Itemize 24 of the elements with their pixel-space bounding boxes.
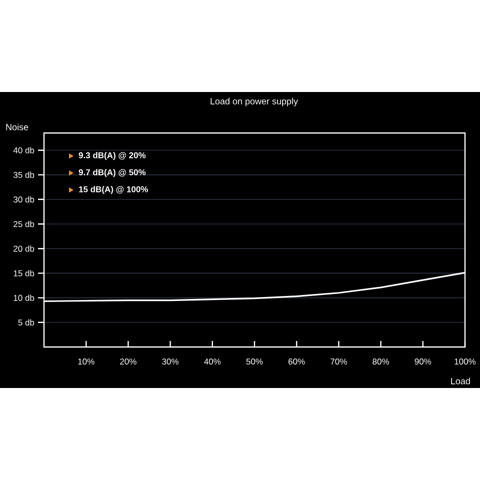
x-tick-label: 60% — [288, 358, 305, 365]
x-tick-label: 10% — [78, 358, 94, 365]
x-tick-label: 80% — [372, 358, 390, 365]
y-tick-label: 25 db — [14, 220, 34, 228]
y-tick-label: 5 db — [18, 319, 34, 326]
x-tick-label: 30% — [162, 358, 179, 365]
annotation: 15 dB(A) @ 100% — [79, 186, 148, 194]
x-tick-label: 100% — [454, 358, 476, 365]
x-tick-label: 90% — [414, 358, 432, 365]
x-tick-label: 70% — [330, 358, 347, 365]
y-tick-label: 20 db — [14, 245, 34, 252]
y-tick-label: 10 db — [14, 294, 34, 301]
x-tick-label: 40% — [204, 358, 221, 365]
y-tick-label: 35 db — [14, 172, 34, 178]
annotation: 9.3 dB(A) @ 20% — [78, 152, 146, 160]
y-tick-label: 40 db — [13, 147, 34, 154]
x-axis-title: Load — [451, 378, 470, 384]
x-tick-label: 20% — [120, 358, 136, 365]
y-tick-label: 30 db — [14, 196, 34, 203]
chart-title: Load on power supply — [210, 98, 298, 106]
x-tick-label: 50% — [246, 358, 263, 365]
annotation: 9.7 dB(A) @ 50% — [78, 169, 146, 177]
y-axis-title: Noise — [6, 124, 28, 130]
y-tick-label: 15 db — [14, 270, 34, 276]
